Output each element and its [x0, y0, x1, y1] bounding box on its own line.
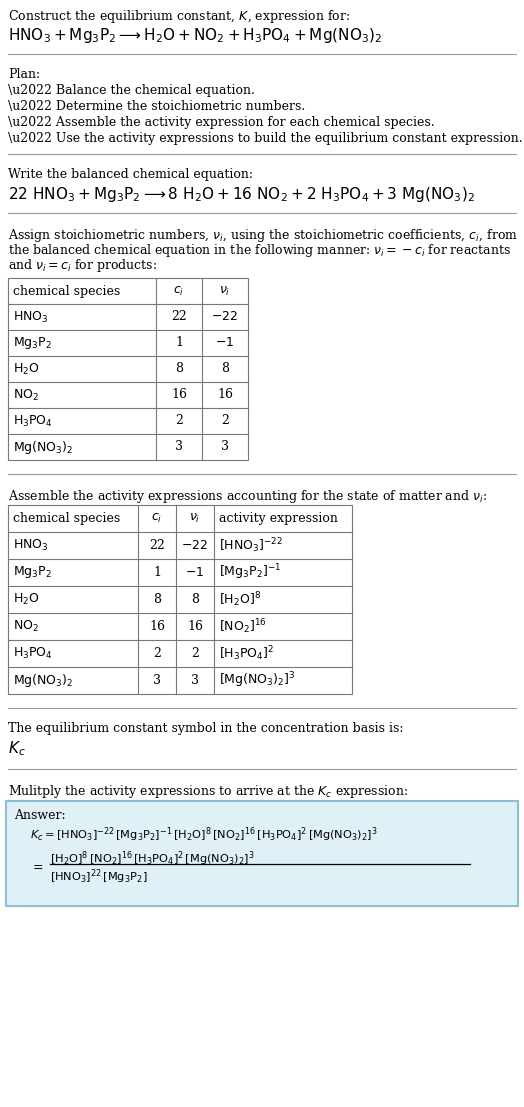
- Text: $\mathrm{H_2O}$: $\mathrm{H_2O}$: [13, 592, 40, 607]
- Text: Plan:: Plan:: [8, 68, 40, 81]
- FancyBboxPatch shape: [6, 801, 518, 906]
- Text: $\nu_i$: $\nu_i$: [189, 511, 201, 525]
- Text: 3: 3: [191, 674, 199, 687]
- Text: 16: 16: [217, 389, 233, 402]
- Text: $[\mathrm{Mg(NO_3)_2}]^{3}$: $[\mathrm{Mg(NO_3)_2}]^{3}$: [219, 671, 296, 691]
- Text: $\mathrm{NO_2}$: $\mathrm{NO_2}$: [13, 619, 39, 634]
- Text: $\mathrm{Mg_3P_2}$: $\mathrm{Mg_3P_2}$: [13, 565, 52, 580]
- Text: \u2022 Determine the stoichiometric numbers.: \u2022 Determine the stoichiometric numb…: [8, 100, 305, 113]
- Text: 16: 16: [149, 620, 165, 633]
- Text: $[\mathrm{H_2O}]^{8}\,[\mathrm{NO_2}]^{16}\,[\mathrm{H_3PO_4}]^{2}\,[\mathrm{Mg(: $[\mathrm{H_2O}]^{8}\,[\mathrm{NO_2}]^{1…: [50, 849, 255, 868]
- Text: $\mathrm{H_2O}$: $\mathrm{H_2O}$: [13, 362, 40, 376]
- Text: $[\mathrm{HNO_3}]^{-22}$: $[\mathrm{HNO_3}]^{-22}$: [219, 536, 283, 555]
- Text: $\nu_i$: $\nu_i$: [220, 284, 231, 298]
- Text: $\mathrm{Mg(NO_3)_2}$: $\mathrm{Mg(NO_3)_2}$: [13, 672, 73, 689]
- Text: $c_i$: $c_i$: [151, 511, 162, 525]
- Text: $[\mathrm{H_3PO_4}]^{2}$: $[\mathrm{H_3PO_4}]^{2}$: [219, 644, 275, 663]
- Text: $\mathrm{HNO_3}$: $\mathrm{HNO_3}$: [13, 538, 49, 554]
- Text: $22\ \mathrm{HNO_3 + Mg_3P_2 \longrightarrow 8\ H_2O + 16\ NO_2 + 2\ H_3PO_4 + 3: $22\ \mathrm{HNO_3 + Mg_3P_2 \longrighta…: [8, 185, 475, 204]
- Text: $\mathrm{NO_2}$: $\mathrm{NO_2}$: [13, 387, 39, 403]
- Text: activity expression: activity expression: [219, 513, 338, 525]
- Text: $\mathrm{Mg(NO_3)_2}$: $\mathrm{Mg(NO_3)_2}$: [13, 438, 73, 455]
- Text: $\mathrm{H_3PO_4}$: $\mathrm{H_3PO_4}$: [13, 413, 53, 428]
- Text: 3: 3: [153, 674, 161, 687]
- Text: Write the balanced chemical equation:: Write the balanced chemical equation:: [8, 168, 253, 182]
- Text: $[\mathrm{HNO_3}]^{22}\,[\mathrm{Mg_3P_2}]$: $[\mathrm{HNO_3}]^{22}\,[\mathrm{Mg_3P_2…: [50, 867, 147, 886]
- Text: $\mathrm{H_3PO_4}$: $\mathrm{H_3PO_4}$: [13, 646, 53, 661]
- Text: \u2022 Balance the chemical equation.: \u2022 Balance the chemical equation.: [8, 84, 255, 97]
- Text: 2: 2: [191, 646, 199, 660]
- Text: 8: 8: [221, 362, 229, 375]
- Text: chemical species: chemical species: [13, 284, 120, 298]
- Text: 16: 16: [187, 620, 203, 633]
- Text: 8: 8: [175, 362, 183, 375]
- Text: 16: 16: [171, 389, 187, 402]
- Text: 2: 2: [175, 414, 183, 427]
- Text: 1: 1: [175, 337, 183, 350]
- Text: 22: 22: [149, 539, 165, 552]
- Text: \u2022 Assemble the activity expression for each chemical species.: \u2022 Assemble the activity expression …: [8, 116, 434, 130]
- Text: Answer:: Answer:: [14, 809, 66, 823]
- Text: $=$: $=$: [30, 859, 43, 872]
- Text: $-22$: $-22$: [181, 539, 209, 552]
- Text: 1: 1: [153, 566, 161, 579]
- Text: 3: 3: [221, 441, 229, 454]
- Text: Assemble the activity expressions accounting for the state of matter and $\nu_i$: Assemble the activity expressions accoun…: [8, 488, 487, 505]
- Text: $-1$: $-1$: [215, 337, 235, 350]
- Text: $-1$: $-1$: [185, 566, 204, 579]
- Text: $\mathrm{HNO_3 + Mg_3P_2 \longrightarrow H_2O + NO_2 + H_3PO_4 + Mg(NO_3)_2}$: $\mathrm{HNO_3 + Mg_3P_2 \longrightarrow…: [8, 25, 383, 45]
- Text: $K_c$: $K_c$: [8, 739, 26, 757]
- Text: $c_i$: $c_i$: [173, 284, 184, 298]
- Text: \u2022 Use the activity expressions to build the equilibrium constant expression: \u2022 Use the activity expressions to b…: [8, 132, 522, 145]
- Bar: [8, 505, 352, 694]
- Text: 8: 8: [191, 593, 199, 606]
- Text: $[\mathrm{Mg_3P_2}]^{-1}$: $[\mathrm{Mg_3P_2}]^{-1}$: [219, 562, 281, 582]
- Text: 8: 8: [153, 593, 161, 606]
- Text: 2: 2: [221, 414, 229, 427]
- Text: and $\nu_i = c_i$ for products:: and $\nu_i = c_i$ for products:: [8, 257, 157, 275]
- Text: Assign stoichiometric numbers, $\nu_i$, using the stoichiometric coefficients, $: Assign stoichiometric numbers, $\nu_i$, …: [8, 227, 518, 244]
- Text: $[\mathrm{H_2O}]^{8}$: $[\mathrm{H_2O}]^{8}$: [219, 590, 261, 609]
- Text: $[\mathrm{NO_2}]^{16}$: $[\mathrm{NO_2}]^{16}$: [219, 617, 267, 635]
- Text: Mulitply the activity expressions to arrive at the $K_c$ expression:: Mulitply the activity expressions to arr…: [8, 783, 408, 800]
- Text: $K_c = [\mathrm{HNO_3}]^{-22}\,[\mathrm{Mg_3P_2}]^{-1}\,[\mathrm{H_2O}]^{8}\,[\m: $K_c = [\mathrm{HNO_3}]^{-22}\,[\mathrm{…: [30, 825, 378, 844]
- Text: $\mathrm{Mg_3P_2}$: $\mathrm{Mg_3P_2}$: [13, 335, 52, 351]
- Text: 22: 22: [171, 310, 187, 323]
- Bar: [8, 278, 248, 461]
- Text: 3: 3: [175, 441, 183, 454]
- Text: 2: 2: [153, 646, 161, 660]
- Text: Construct the equilibrium constant, $K$, expression for:: Construct the equilibrium constant, $K$,…: [8, 8, 350, 25]
- Text: the balanced chemical equation in the following manner: $\nu_i = -c_i$ for react: the balanced chemical equation in the fo…: [8, 242, 511, 259]
- Text: $\mathrm{HNO_3}$: $\mathrm{HNO_3}$: [13, 310, 49, 324]
- Text: chemical species: chemical species: [13, 513, 120, 525]
- Text: The equilibrium constant symbol in the concentration basis is:: The equilibrium constant symbol in the c…: [8, 722, 403, 735]
- Text: $-22$: $-22$: [212, 310, 238, 323]
